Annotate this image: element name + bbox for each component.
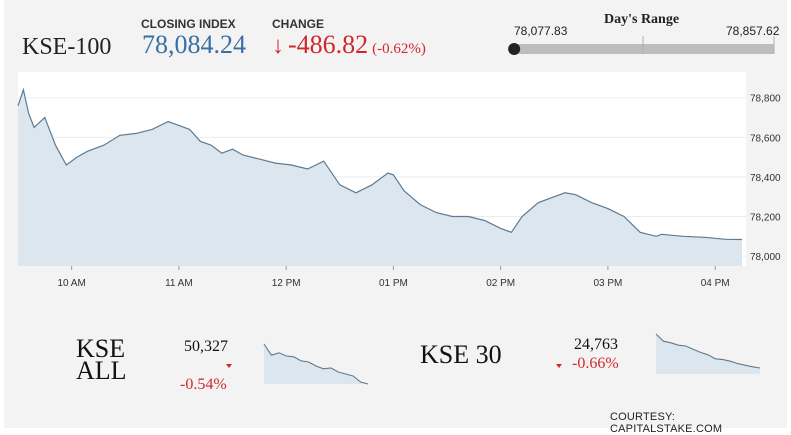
- mini-index-name-line2: ALL: [76, 356, 127, 385]
- mini-index-name-line1: KSE: [76, 334, 126, 363]
- x-tick-label: 03 PM: [593, 278, 622, 289]
- sparkline-area: [264, 344, 368, 384]
- intraday-chart: 78,000 78,200 78,400 78,600 78,800 10 AM 11 A…: [17, 36, 781, 385]
- x-tick-label: 12 PM: [272, 278, 301, 289]
- change-percent: (-0.62%): [372, 41, 426, 57]
- mini-value-kse-all: 50,327: [184, 338, 228, 355]
- index-name: KSE-100: [22, 34, 112, 60]
- days-range-low: 78,077.83: [514, 24, 568, 38]
- mini-index-name-kse-30: KSE 30: [420, 340, 502, 369]
- series-area: [18, 89, 742, 266]
- x-tick-label: 10 AM: [57, 278, 85, 289]
- days-range-bar: [508, 36, 775, 55]
- x-axis: 10 AM 11 AM 12 PM 01 PM 02 PM 03 PM 04 PM: [57, 266, 730, 289]
- x-tick-label: 02 PM: [486, 278, 515, 289]
- mini-sparklines: [263, 333, 761, 385]
- y-tick-label: 78,800: [750, 94, 781, 105]
- mini-value-kse-30: 24,763: [574, 336, 618, 353]
- range-current-marker: [508, 43, 521, 55]
- change-readout: ↓ -486.82 (-0.62%): [272, 30, 426, 60]
- sparkline-line: [655, 333, 761, 369]
- y-tick-label: 78,400: [750, 173, 781, 184]
- down-triangle-icon: [556, 364, 562, 368]
- mini-change-kse-30: -0.66%: [572, 355, 619, 372]
- x-tick-label: 01 PM: [379, 278, 408, 289]
- chart-area: [17, 87, 743, 266]
- market-widget: KSE-100 CLOSING INDEX 78,084.24 CHANGE ↓…: [4, 0, 787, 435]
- mini-change-kse-all: -0.54%: [180, 376, 227, 393]
- mini-index-name-kse-all: KSE ALL: [76, 334, 127, 385]
- x-tick-label: 04 PM: [701, 278, 730, 289]
- closing-index-value: 78,084.24: [142, 30, 246, 59]
- y-tick-label: 78,600: [750, 133, 781, 144]
- series-line: [17, 87, 743, 241]
- days-range-title: Day's Range: [604, 12, 680, 27]
- y-axis: 78,000 78,200 78,400 78,600 78,800: [750, 94, 781, 263]
- courtesy-credit: COURTESY: CAPITALSTAKE.COM: [610, 411, 723, 435]
- closing-index-label: CLOSING INDEX: [141, 17, 236, 31]
- x-tick-label: 11 AM: [165, 278, 193, 289]
- down-triangle-icon: [226, 364, 232, 368]
- sparkline-area: [656, 334, 760, 374]
- y-tick-label: 78,200: [750, 213, 781, 224]
- change-label: CHANGE: [272, 17, 325, 31]
- sparkline-line: [263, 343, 369, 385]
- y-tick-label: 78,000: [750, 252, 781, 263]
- change-value: -486.82: [288, 30, 369, 59]
- days-range-high: 78,857.62: [726, 24, 780, 38]
- down-arrow-icon: ↓: [272, 33, 284, 59]
